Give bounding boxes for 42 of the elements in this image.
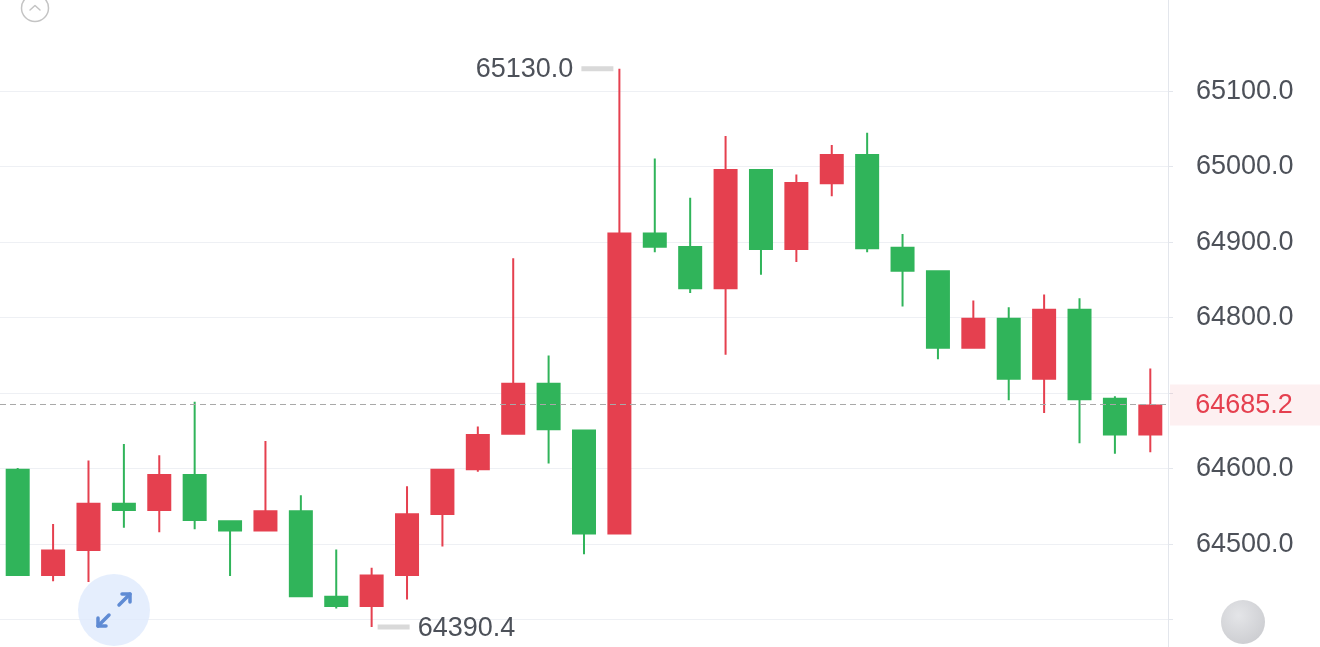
annotation: 64390.4: [417, 611, 516, 642]
candlestick: [324, 549, 349, 609]
candlestick: [111, 443, 136, 528]
candlestick: [678, 197, 703, 293]
candlestick: [430, 468, 455, 547]
y-tick-label: 65100.0: [1195, 74, 1294, 105]
candlestick: [961, 300, 986, 349]
ref-line-label: 64685.2: [1195, 388, 1293, 419]
candlestick: [465, 426, 490, 472]
candlestick: [41, 523, 66, 582]
candlestick: [855, 132, 880, 253]
candlestick: [607, 68, 632, 535]
candlestick: [925, 270, 950, 360]
candlestick: [713, 135, 738, 355]
candlestick: [76, 460, 101, 583]
candlestick: [572, 429, 596, 555]
y-tick-label: 64500.0: [1195, 527, 1294, 558]
candlestick: [395, 486, 420, 600]
y-tick-label: 64800.0: [1195, 301, 1294, 332]
candlestick: [819, 144, 844, 197]
candlestick: [748, 169, 773, 275]
candlestick: [890, 234, 915, 307]
candlestick: [182, 401, 207, 530]
annotation: 65130.0: [475, 53, 574, 84]
candlestick: [784, 174, 809, 262]
candlestick: [5, 468, 30, 577]
candlestick: [501, 258, 526, 435]
candlestick: [1067, 298, 1092, 444]
y-tick-label: 64600.0: [1195, 452, 1294, 483]
candlestick: [536, 355, 561, 464]
y-tick-label: 64900.0: [1195, 225, 1294, 256]
y-tick-label: 65000.0: [1195, 150, 1294, 181]
candlestick: [253, 440, 278, 532]
candlestick: [996, 307, 1021, 401]
candlestick: [642, 158, 667, 253]
candlestick: [1032, 294, 1057, 413]
candlestick: [218, 520, 243, 577]
candlestick: [1102, 396, 1127, 454]
candlestick: [288, 495, 313, 598]
candlestick: [1138, 368, 1163, 453]
candlestick: [147, 455, 172, 533]
candlestick: [359, 567, 384, 628]
